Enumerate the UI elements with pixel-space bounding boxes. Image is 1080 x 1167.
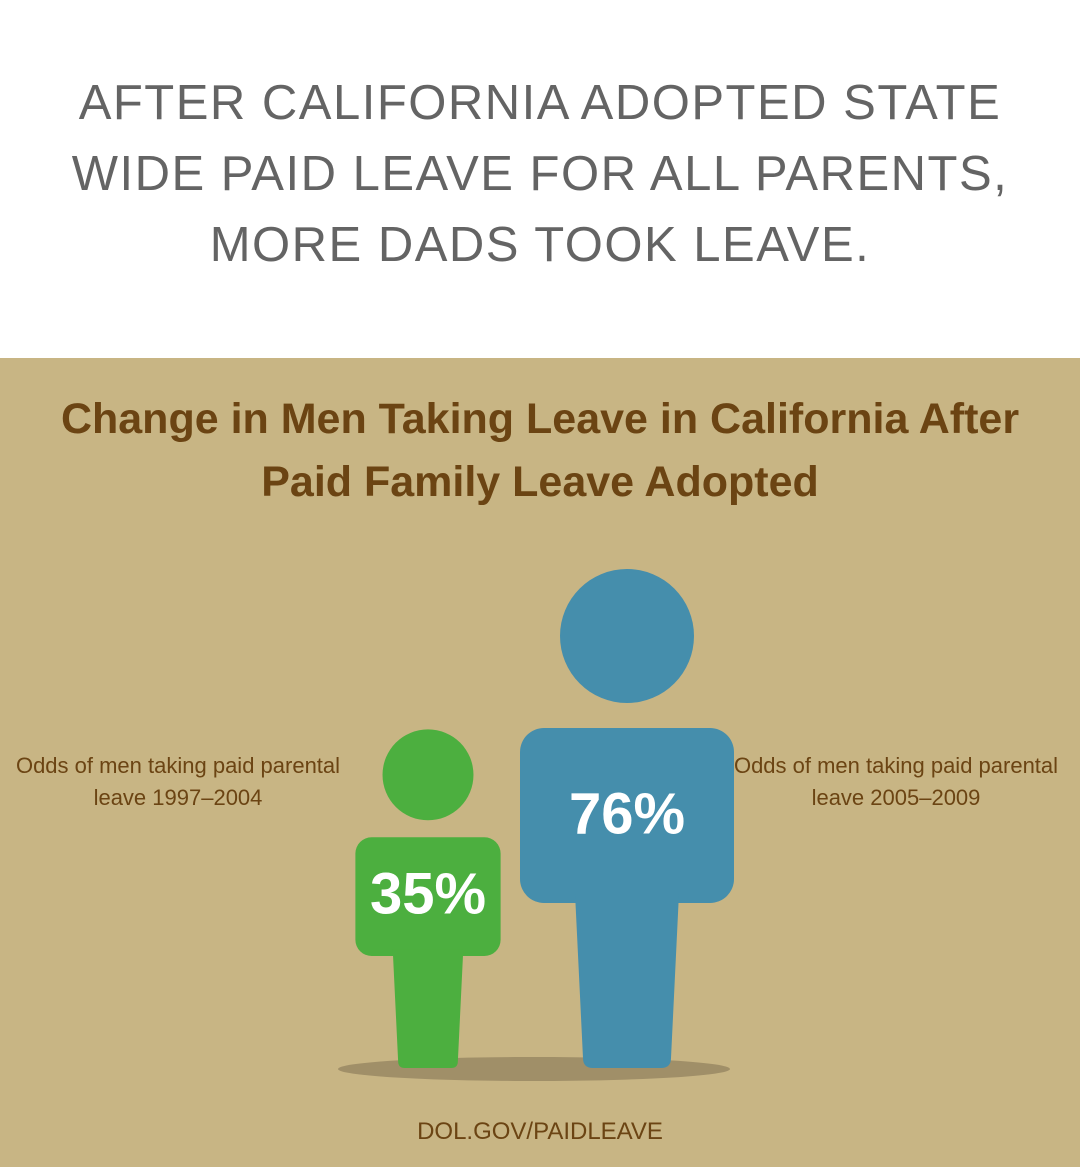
shadow bbox=[338, 1057, 730, 1081]
figure-torso bbox=[520, 728, 734, 903]
figure-legs bbox=[392, 949, 464, 1068]
figure-head bbox=[560, 569, 694, 703]
header: AFTER CALIFORNIA ADOPTED STATE WIDE PAID… bbox=[0, 0, 1080, 358]
category-label: Odds of men taking paid parental leave 2… bbox=[733, 753, 1059, 810]
value-label: 35% bbox=[370, 862, 486, 927]
source: DOL.GOV/PAIDLEAVE bbox=[417, 1118, 663, 1145]
value-label: 76% bbox=[569, 781, 685, 846]
figure-torso bbox=[355, 837, 501, 957]
headline: AFTER CALIFORNIA ADOPTED STATE WIDE PAID… bbox=[71, 76, 1009, 272]
chart-title: Change in Men Taking Leave in California… bbox=[60, 395, 1020, 506]
figure-head bbox=[382, 729, 474, 821]
figure-legs bbox=[575, 893, 679, 1068]
category-label: Odds of men taking paid parental leave 1… bbox=[15, 753, 341, 810]
